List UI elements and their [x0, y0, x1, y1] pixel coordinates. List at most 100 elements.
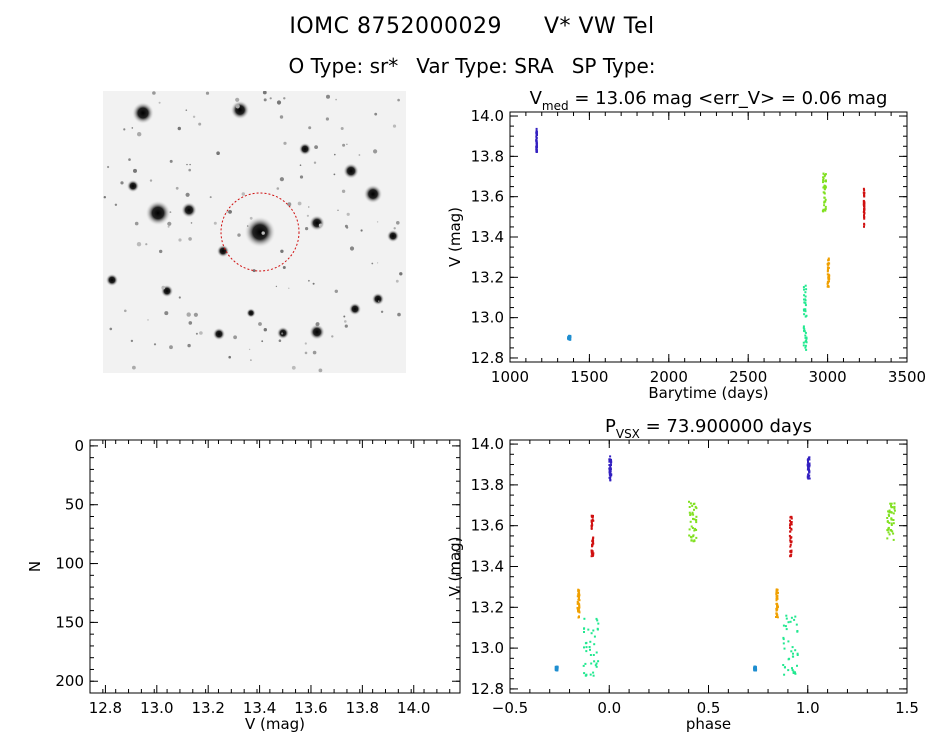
sky-star	[186, 163, 188, 166]
data-point	[789, 545, 792, 548]
data-point	[823, 175, 826, 178]
data-point	[828, 280, 830, 283]
data-point	[555, 667, 557, 670]
data-point	[535, 139, 538, 142]
data-point	[787, 621, 790, 624]
data-point	[692, 513, 695, 516]
otype-label: O Type: sr*	[288, 54, 399, 78]
data-point	[535, 150, 538, 153]
data-point	[886, 520, 889, 523]
sky-star	[342, 143, 346, 147]
data-point	[689, 520, 692, 523]
y-tick-label: 13.2	[471, 598, 504, 616]
data-point	[578, 592, 581, 595]
data-point	[688, 511, 691, 514]
sky-star	[153, 343, 157, 346]
sky-star	[131, 101, 155, 125]
chart-title: Vmed = 13.06 mag <err_V> = 0.06 mag	[530, 88, 888, 113]
magnitude-histogram: 12.8 13.0 13.2 13.4 13.6 13.8 14.0 0 50 100 150 200…	[26, 437, 461, 733]
data-point	[790, 523, 793, 526]
data-point	[827, 258, 830, 261]
data-point	[591, 553, 594, 556]
data-point	[824, 186, 827, 189]
data-point	[691, 504, 694, 507]
sky-star	[244, 216, 276, 248]
x-tick-label: 1.0	[796, 699, 820, 717]
data-point	[888, 514, 890, 517]
sky-star	[371, 292, 385, 306]
data-point	[802, 344, 805, 347]
sky-star	[212, 327, 226, 341]
sky-star	[193, 312, 198, 317]
y-axis-label: V (mag)	[446, 207, 464, 267]
data-point	[775, 599, 778, 602]
data-point	[803, 298, 805, 301]
sky-star	[103, 196, 106, 199]
sky-star	[149, 179, 153, 182]
data-point	[556, 666, 559, 669]
data-point	[887, 531, 890, 534]
x-tick-label: 3500	[888, 368, 926, 386]
data-point	[802, 341, 805, 344]
data-point	[792, 652, 794, 655]
data-point	[796, 630, 799, 632]
data-point	[893, 502, 896, 505]
y-tick-label: 13.6	[471, 188, 504, 206]
data-point	[535, 141, 538, 144]
sky-star	[188, 321, 193, 325]
sky-star	[343, 315, 346, 318]
data-point	[793, 618, 796, 621]
sky-star	[136, 242, 142, 247]
data-point	[789, 526, 791, 529]
data-point	[588, 646, 591, 648]
sky-star	[230, 210, 232, 213]
data-point	[775, 602, 778, 605]
sky-star	[275, 285, 278, 288]
sky-star	[269, 97, 272, 100]
data-point	[609, 465, 612, 468]
sky-star	[318, 368, 323, 373]
data-point	[862, 203, 865, 206]
data-point	[577, 608, 579, 611]
sky-star	[309, 324, 325, 340]
data-point	[555, 666, 557, 668]
data-point	[591, 543, 593, 546]
sky-star	[133, 168, 137, 173]
data-point	[775, 616, 777, 618]
sky-image	[103, 91, 406, 373]
data-point	[805, 336, 808, 339]
data-point	[790, 527, 793, 530]
data-point	[808, 456, 811, 459]
data-point	[887, 528, 890, 531]
y-tick-label: 13.4	[471, 228, 504, 246]
sky-star	[306, 214, 309, 217]
sky-star	[159, 249, 163, 254]
data-point	[807, 467, 810, 470]
data-point	[577, 588, 580, 591]
sky-star	[233, 335, 238, 340]
data-point	[783, 647, 786, 650]
sky-star	[333, 173, 336, 176]
y-tick-label: 13.2	[471, 268, 504, 286]
sky-star	[263, 328, 267, 332]
sky-star	[258, 322, 262, 326]
sky-star	[282, 266, 286, 269]
sky-star	[314, 145, 318, 149]
chart-title-rest: = 73.900000 days	[640, 416, 812, 437]
sky-star	[325, 117, 329, 121]
data-point	[610, 464, 612, 466]
sky-star	[252, 269, 256, 273]
data-point	[826, 282, 829, 285]
data-point	[808, 471, 811, 474]
data-point	[804, 340, 807, 343]
y-tick-label: 13.0	[471, 639, 504, 657]
data-point	[822, 181, 824, 184]
data-point	[803, 288, 805, 291]
sky-star	[132, 365, 136, 370]
sky-star	[213, 221, 217, 225]
sky-star	[340, 127, 344, 130]
data-point	[782, 638, 785, 641]
data-point	[789, 523, 792, 526]
sky-star	[377, 262, 379, 264]
x-tick-label: 2500	[729, 368, 767, 386]
